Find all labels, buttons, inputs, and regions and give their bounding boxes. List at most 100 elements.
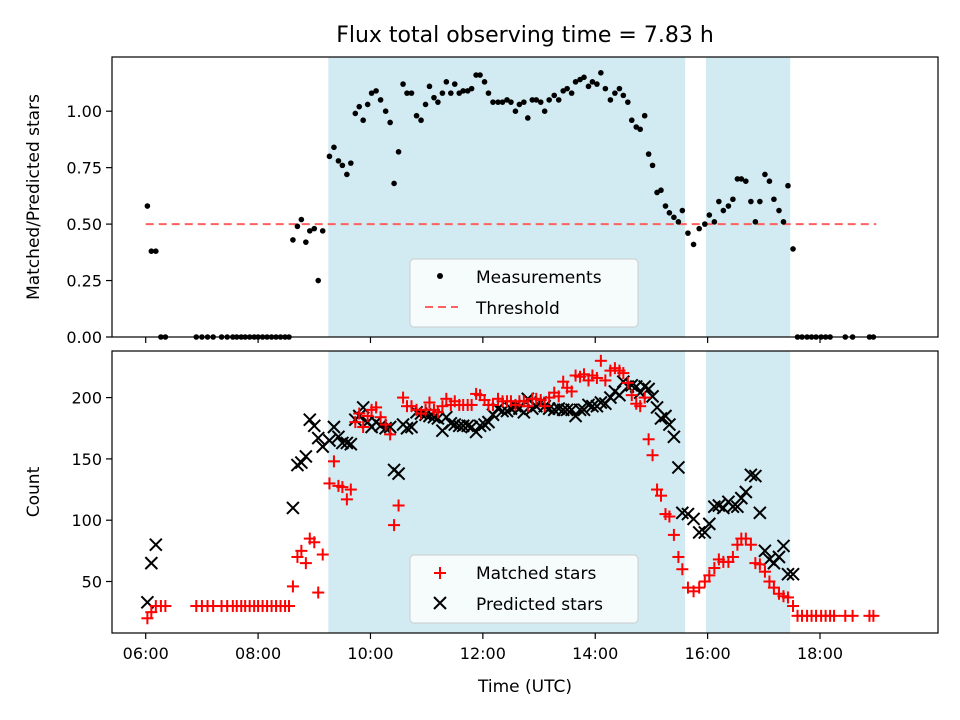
measurement-point bbox=[348, 160, 354, 166]
matched-star-point bbox=[357, 421, 370, 434]
matched-star-point bbox=[758, 565, 771, 578]
measurement-point bbox=[738, 176, 745, 182]
predicted-star-point bbox=[744, 468, 758, 482]
measurement-point bbox=[555, 97, 562, 103]
matched-star-point bbox=[379, 418, 392, 431]
matched-star-point bbox=[397, 391, 410, 404]
predicted-star-point bbox=[662, 417, 677, 432]
matched-star-point bbox=[867, 609, 880, 622]
measurement-point bbox=[529, 97, 536, 103]
measurement-point bbox=[368, 90, 375, 96]
predicted-star-point bbox=[781, 567, 795, 581]
measurement-point bbox=[589, 79, 596, 85]
predicted-star-point bbox=[739, 485, 753, 499]
matched-star-point bbox=[781, 591, 794, 604]
measurement-point bbox=[294, 223, 301, 230]
measurement-point bbox=[499, 99, 506, 105]
matched-star-point bbox=[349, 416, 362, 429]
matched-star-point bbox=[465, 398, 478, 411]
predicted-star-point bbox=[331, 430, 346, 444]
x-axis-label: Time (UTC) bbox=[477, 677, 572, 697]
predicted-star-point bbox=[734, 491, 749, 505]
bottom-ytick-label: 200 bbox=[71, 389, 102, 408]
measurement-point bbox=[546, 97, 552, 103]
xtick-label: 12:00 bbox=[460, 644, 506, 663]
chart-title: Flux total observing time = 7.83 h bbox=[336, 23, 714, 48]
top-shaded-region bbox=[705, 57, 791, 337]
matched-star-point bbox=[392, 499, 405, 512]
matched-star-point bbox=[787, 600, 800, 613]
top-ytick-label: 0.50 bbox=[66, 215, 102, 234]
predicted-star-point bbox=[303, 412, 317, 427]
measurement-point bbox=[780, 219, 787, 225]
predicted-star-point bbox=[391, 466, 406, 481]
measurement-point bbox=[326, 153, 333, 160]
measurement-point bbox=[607, 97, 614, 103]
measurement-point bbox=[757, 198, 763, 205]
predicted-star-point bbox=[637, 379, 652, 394]
matched-star-point bbox=[323, 477, 336, 490]
measurement-point bbox=[290, 237, 296, 243]
measurement-point bbox=[373, 88, 379, 94]
measurement-point bbox=[473, 72, 479, 78]
measurement-point bbox=[679, 207, 686, 214]
xtick-label: 10:00 bbox=[347, 644, 393, 663]
measurement-point bbox=[400, 81, 406, 87]
measurement-point bbox=[481, 79, 488, 85]
xtick-label: 08:00 bbox=[235, 644, 281, 663]
matched-star-point bbox=[828, 609, 841, 622]
predicted-star-point bbox=[667, 430, 681, 444]
measurement-point bbox=[516, 101, 523, 108]
matched-star-point bbox=[617, 367, 630, 380]
matched-star-point bbox=[327, 455, 340, 468]
matched-star-point bbox=[353, 407, 366, 420]
legend-predicted-marker bbox=[433, 596, 447, 610]
measurement-point bbox=[730, 196, 736, 203]
matched-star-point bbox=[384, 428, 397, 441]
predicted-star-point bbox=[568, 409, 583, 423]
measurement-point bbox=[391, 180, 397, 187]
measurement-point bbox=[666, 210, 673, 216]
matched-star-point bbox=[295, 544, 308, 557]
measurements-series bbox=[144, 70, 877, 340]
matched-star-point bbox=[654, 489, 667, 502]
legend-measurements-label: Measurements bbox=[476, 268, 602, 288]
top-panel: 0.00 0.25 0.50 0.75 1.00 Matched/Predicted s… bbox=[24, 56, 939, 347]
measurement-point bbox=[477, 72, 483, 78]
matched-star-point bbox=[708, 562, 721, 575]
matched-star-point bbox=[672, 550, 685, 563]
measurement-point bbox=[508, 99, 514, 105]
matched-star-point bbox=[308, 536, 321, 549]
measurement-point bbox=[612, 90, 618, 96]
matched-star-point bbox=[299, 557, 312, 570]
measurement-point bbox=[690, 241, 697, 248]
matched-star-point bbox=[344, 483, 357, 496]
measurement-point bbox=[451, 81, 458, 87]
measurement-point bbox=[641, 112, 648, 119]
measurement-point bbox=[790, 246, 796, 252]
measurement-point bbox=[387, 119, 393, 126]
measurement-point bbox=[696, 225, 702, 232]
matched-star-point bbox=[374, 411, 387, 424]
measurement-point bbox=[331, 144, 337, 151]
predicted-star-point bbox=[144, 556, 159, 570]
matched-star-point bbox=[336, 481, 349, 494]
measurement-point bbox=[568, 90, 575, 96]
predicted-star-point bbox=[340, 436, 354, 450]
matched-star-point bbox=[145, 606, 158, 619]
matched-star-point bbox=[599, 374, 612, 387]
measurement-point bbox=[364, 101, 371, 108]
measurement-point bbox=[495, 99, 501, 105]
xtick-label: 18:00 bbox=[797, 644, 843, 663]
measurement-point bbox=[649, 162, 656, 169]
predicted-star-point bbox=[730, 500, 745, 514]
matched-star-point bbox=[440, 392, 453, 405]
predicted-star-point bbox=[149, 538, 163, 552]
legend-predicted-label: Predicted stars bbox=[476, 595, 603, 615]
measurement-point bbox=[356, 103, 363, 110]
measurement-point bbox=[541, 108, 548, 114]
matched-star-point bbox=[557, 375, 570, 388]
predicted-star-point bbox=[473, 419, 487, 433]
bottom-ytick-label: 100 bbox=[71, 511, 102, 530]
